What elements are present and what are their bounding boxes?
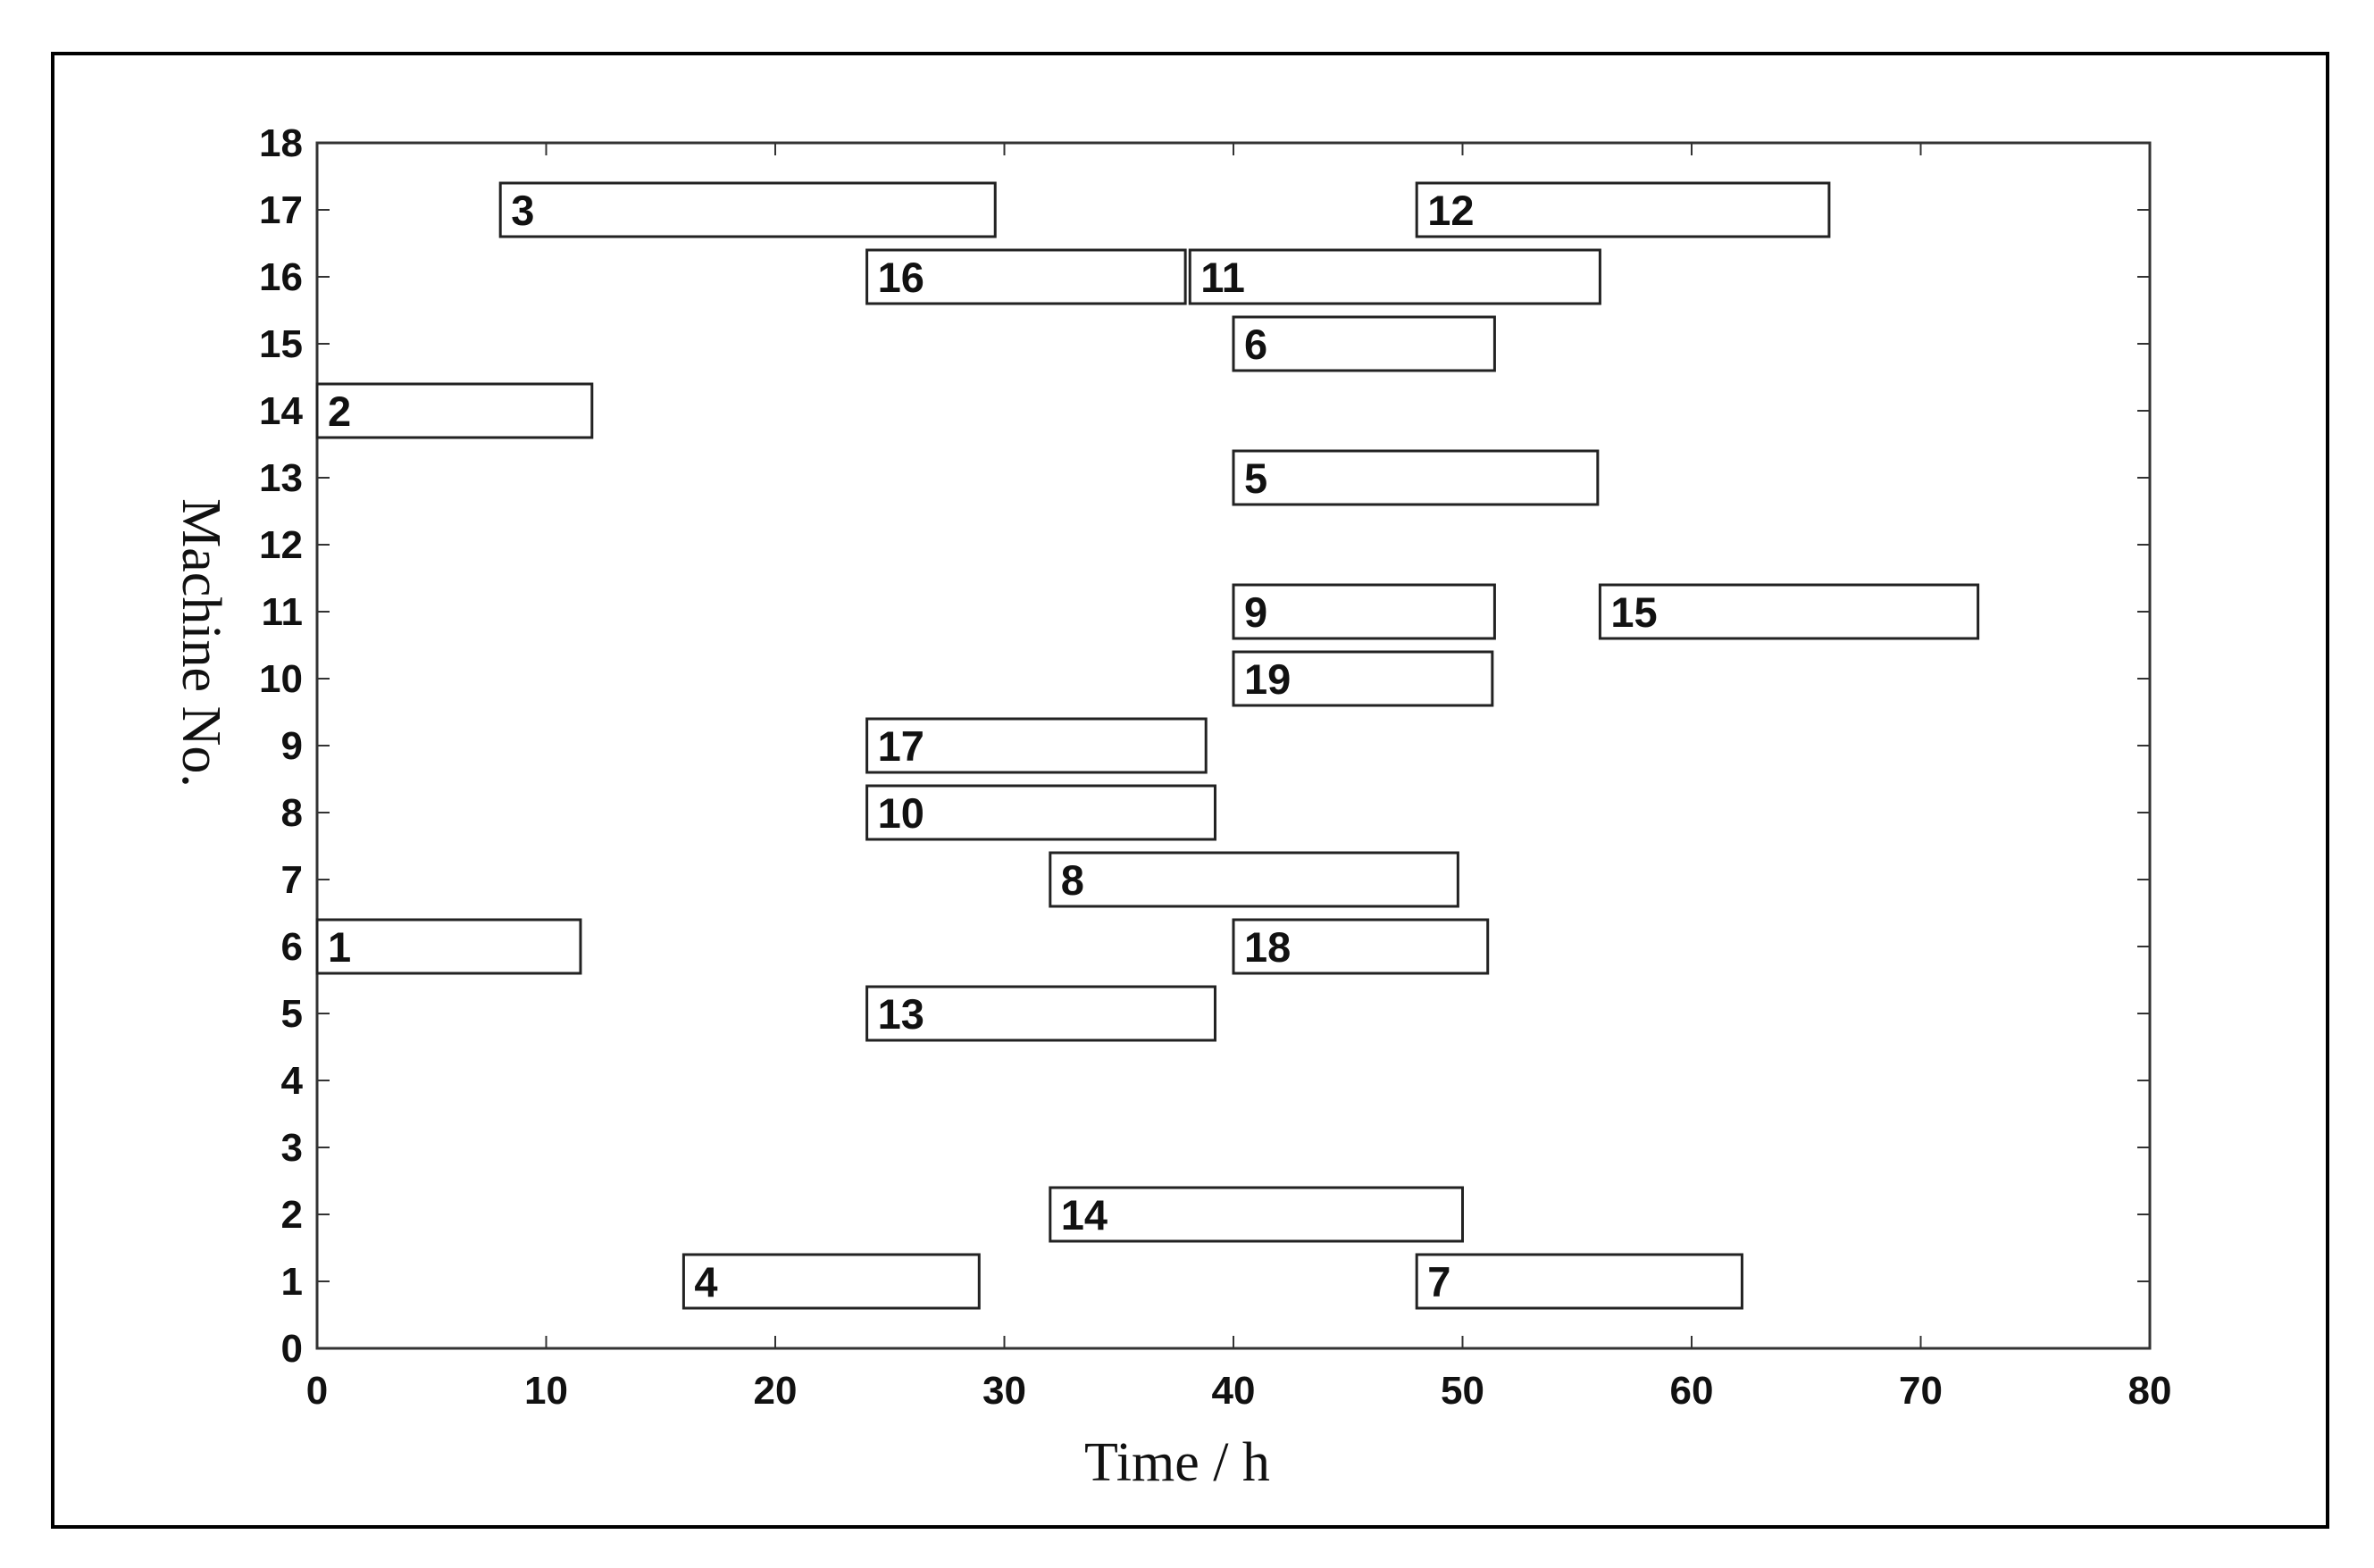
task-label-16: 16	[878, 254, 924, 301]
x-tick-label: 20	[754, 1369, 798, 1413]
y-tick-label: 13	[259, 456, 303, 500]
task-bar-16	[865, 248, 1187, 305]
x-tick-label: 60	[1670, 1369, 1714, 1413]
y-tick-label: 3	[281, 1126, 303, 1170]
task-bar-12	[1415, 181, 1831, 238]
task-label-5: 5	[1244, 455, 1267, 502]
task-label-8: 8	[1061, 856, 1084, 904]
task-bar-13	[865, 985, 1216, 1042]
task-bar-19	[1232, 650, 1494, 707]
y-tick-label: 8	[281, 791, 303, 835]
y-tick-label: 18	[259, 121, 303, 165]
task-label-11: 11	[1200, 254, 1245, 301]
task-label-19: 19	[1244, 655, 1291, 703]
y-tick-label: 16	[259, 255, 303, 299]
y-tick-label: 4	[281, 1059, 304, 1103]
task-label-9: 9	[1244, 588, 1267, 636]
task-bar-18	[1232, 918, 1490, 975]
task-bar-10	[865, 784, 1216, 841]
task-label-2: 2	[328, 388, 351, 435]
x-tick-label: 50	[1441, 1369, 1484, 1413]
x-tick-label: 10	[524, 1369, 568, 1413]
y-tick-label: 9	[281, 724, 303, 768]
y-tick-label: 1	[281, 1260, 303, 1304]
y-tick-label: 11	[261, 590, 303, 634]
task-label-13: 13	[878, 990, 924, 1038]
y-tick-label: 2	[281, 1193, 303, 1237]
task-bar-1	[315, 918, 582, 975]
y-tick-label: 15	[259, 322, 303, 366]
plot-area: 0 10 20 30 40 50 60 70 8001234567891011121314151…	[259, 121, 2171, 1413]
task-bar-9	[1232, 583, 1496, 640]
y-tick-label: 6	[281, 925, 303, 969]
y-tick-label: 12	[259, 523, 303, 567]
y-tick-label: 5	[281, 992, 303, 1036]
task-bar-8	[1049, 851, 1459, 908]
x-tick-label: 40	[1212, 1369, 1256, 1413]
task-bar-11	[1188, 248, 1601, 305]
task-label-15: 15	[1610, 588, 1657, 636]
x-tick-label: 70	[1899, 1369, 1943, 1413]
y-tick-label: 17	[259, 188, 303, 232]
task-bar-5	[1232, 449, 1600, 506]
task-label-12: 12	[1427, 187, 1474, 234]
y-tick-label: 14	[259, 389, 303, 433]
y-tick-label: 7	[281, 858, 303, 902]
task-label-7: 7	[1427, 1258, 1450, 1305]
x-axis-title: Time / h	[1084, 1432, 1270, 1493]
task-bar-4	[681, 1253, 981, 1310]
task-bar-6	[1232, 315, 1496, 372]
task-bar-2	[315, 382, 594, 439]
task-bar-15	[1598, 583, 1980, 640]
task-bar-17	[865, 717, 1208, 774]
task-label-10: 10	[878, 789, 924, 837]
task-label-17: 17	[878, 722, 924, 770]
task-bar-7	[1415, 1253, 1743, 1310]
x-tick-label: 80	[2128, 1369, 2172, 1413]
task-label-3: 3	[511, 187, 534, 234]
y-axis-title: Machine No.	[171, 498, 231, 788]
task-label-18: 18	[1244, 923, 1291, 971]
task-bar-3	[498, 181, 997, 238]
task-label-14: 14	[1061, 1191, 1108, 1239]
task-label-4: 4	[694, 1258, 717, 1305]
x-tick-label: 0	[306, 1369, 328, 1413]
task-label-6: 6	[1244, 321, 1267, 368]
y-tick-label: 10	[259, 657, 303, 701]
task-bar-14	[1049, 1186, 1465, 1243]
task-label-1: 1	[328, 923, 351, 971]
y-tick-label: 0	[281, 1327, 303, 1371]
x-tick-label: 30	[982, 1369, 1026, 1413]
